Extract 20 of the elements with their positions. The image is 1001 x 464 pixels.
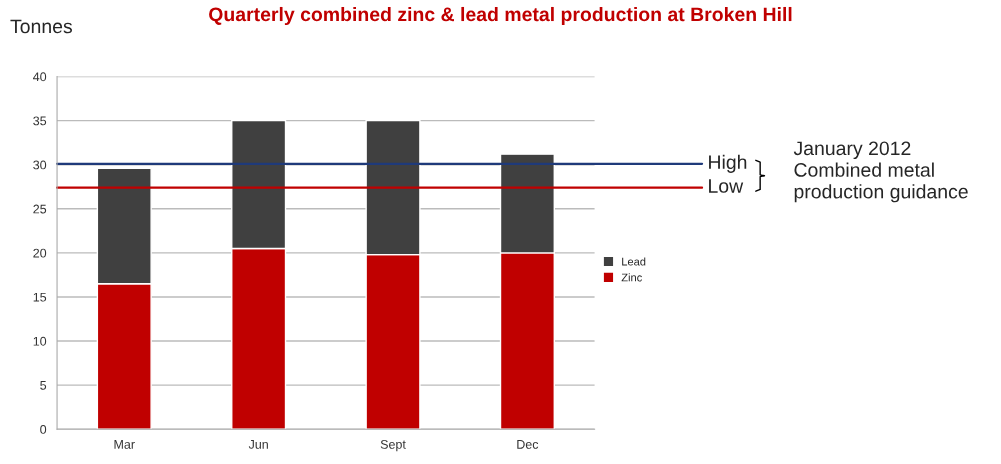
y-tick-label: 40 [33, 72, 47, 82]
x-tick-label: Sept [380, 439, 406, 452]
x-tick-label: Mar [114, 440, 135, 449]
y-tick-label: 5 [40, 381, 47, 390]
y-tick-label: 35 [33, 116, 47, 126]
y-tick-label: 25 [33, 204, 47, 214]
x-tick-label: Dec [517, 440, 539, 449]
y-axis-title: Tonnes [10, 19, 72, 34]
y-tick-label: 30 [33, 160, 47, 170]
y-tick-label: 20 [33, 248, 47, 258]
legend-label: Lead [622, 257, 646, 266]
y-tick-label: 0 [40, 425, 47, 434]
y-tick-label: 15 [33, 292, 47, 302]
chart-title: Quarterly combined zinc & lead metal production at Broken Hill [209, 6, 792, 26]
ref-line-label: High [709, 154, 747, 173]
y-tick-label: 10 [33, 336, 47, 346]
text: January 2012 Combined metal production guidance [793, 141, 968, 203]
ref-line-label: Low [709, 179, 744, 193]
legend-label: Zinc [621, 273, 642, 282]
x-tick-label: Jun [248, 440, 268, 449]
